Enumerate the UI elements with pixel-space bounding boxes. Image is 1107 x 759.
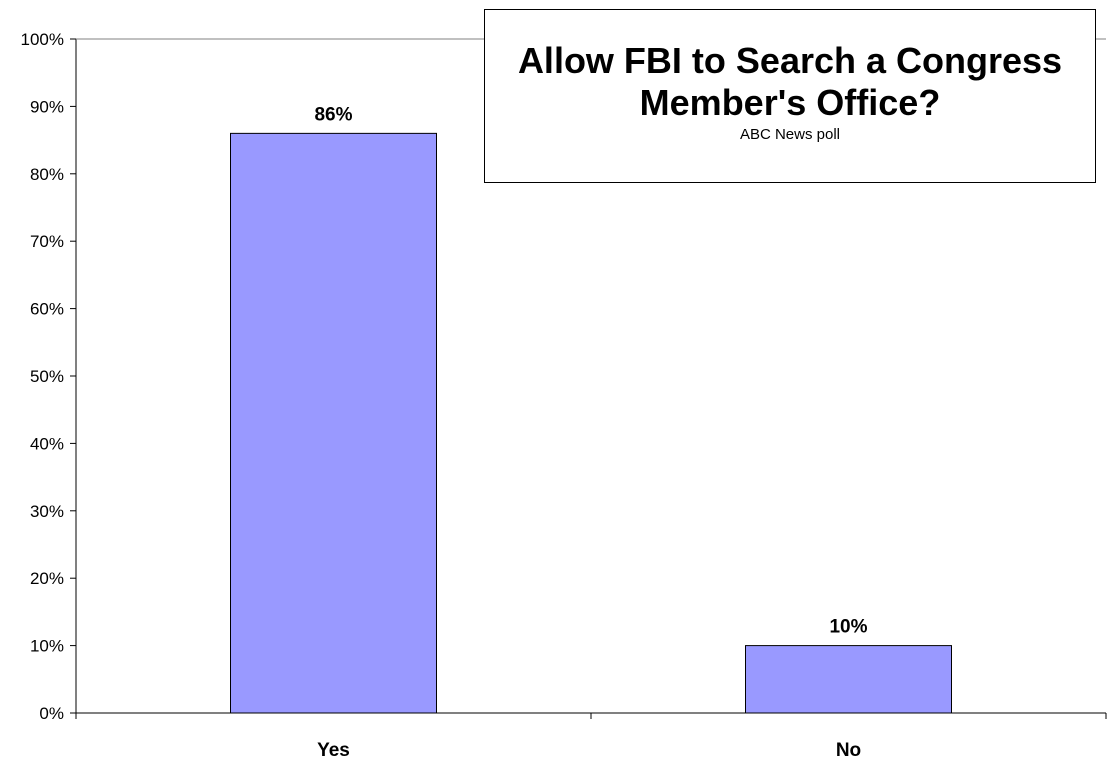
data-label: 10% [829, 617, 867, 638]
y-tick-label: 60% [30, 300, 64, 319]
x-category-label: Yes [317, 740, 350, 759]
y-tick-label: 50% [30, 367, 64, 386]
y-tick-label: 10% [30, 637, 64, 656]
x-category-label: No [836, 740, 861, 759]
data-label: 86% [314, 104, 352, 125]
bar-no [745, 645, 952, 714]
y-tick-label: 30% [30, 502, 64, 521]
chart-subtitle: ABC News poll [739, 126, 841, 143]
y-tick-label: 80% [30, 165, 64, 184]
bar-series: 86% 10% [230, 104, 952, 714]
chart-title-box: Allow FBI to Search a Congress Member's … [484, 9, 1096, 183]
chart-title: Allow FBI to Search a Congress Member's … [517, 40, 1063, 123]
y-tick-label: 100% [21, 30, 64, 49]
x-axis: Yes No [75, 712, 1107, 759]
y-tick-label: 0% [39, 704, 64, 723]
y-axis: 0% 10% 20% 30% 40% 50% 60% 70% 80% 90% 100% [21, 30, 1106, 723]
y-tick-label: 20% [30, 569, 64, 588]
y-tick-label: 70% [30, 232, 64, 251]
bar-yes [230, 132, 437, 714]
y-tick-label: 90% [30, 97, 64, 116]
y-tick-label: 40% [30, 434, 64, 453]
